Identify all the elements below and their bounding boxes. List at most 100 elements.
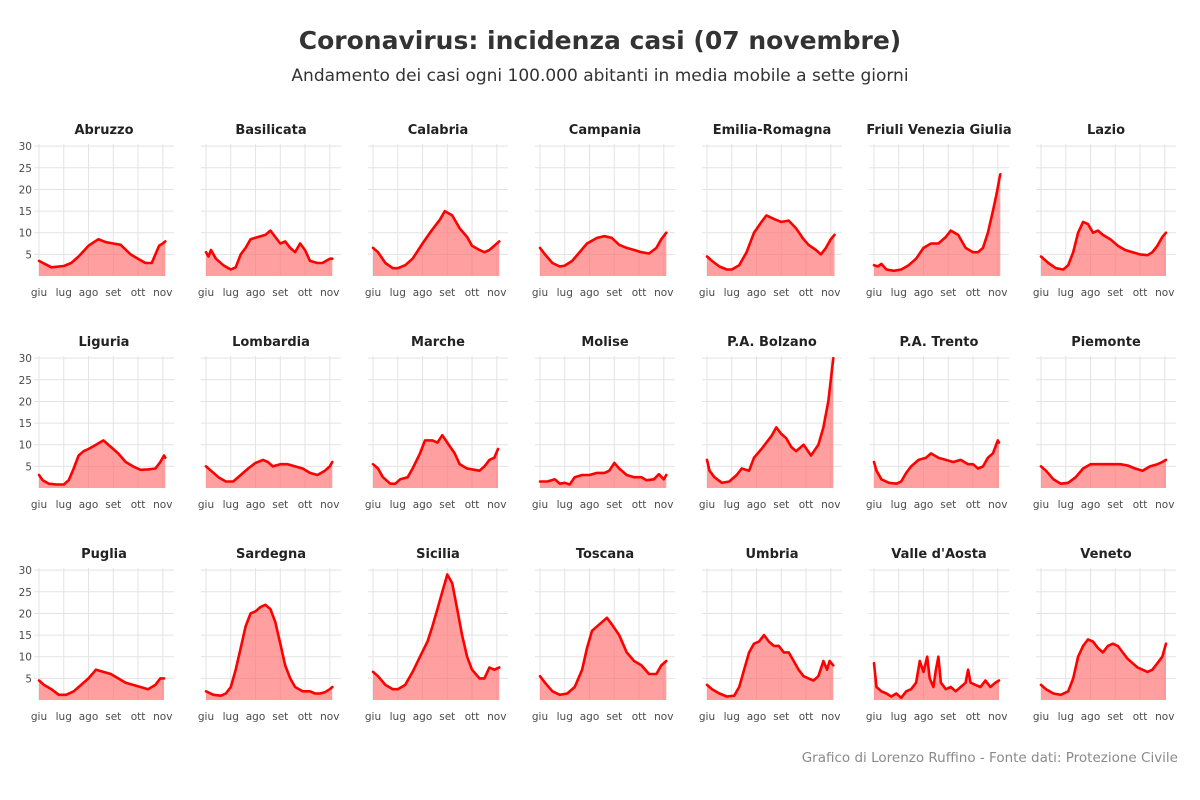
series-line xyxy=(204,458,334,483)
x-tick-label: nov xyxy=(153,287,172,299)
x-tick-label: ott xyxy=(799,711,814,723)
x-tick-label: lug xyxy=(390,287,406,299)
series-line xyxy=(538,461,668,486)
x-tick-label: giu xyxy=(198,711,214,723)
series-area xyxy=(206,230,333,276)
x-tick-label: set xyxy=(272,287,288,299)
y-tick-label: 20 xyxy=(19,184,32,196)
x-tick-label: ago xyxy=(747,499,767,511)
x-tick-label: lug xyxy=(56,499,72,511)
x-tick-label: ott xyxy=(632,287,647,299)
x-tick-label: giu xyxy=(1033,287,1049,299)
panel-title: Campania xyxy=(569,123,641,138)
y-tick-label: 30 xyxy=(19,353,32,365)
panel-p-a-bolzano: P.A. Bolzano giu lug ago set ott nov xyxy=(699,335,842,511)
series-area xyxy=(39,239,166,276)
panel-title: Sicilia xyxy=(416,547,460,562)
x-tick-label: ott xyxy=(298,499,313,511)
series-line xyxy=(37,237,167,269)
x-tick-label: nov xyxy=(1155,499,1174,511)
panel-piemonte: Piemonte giu lug ago set ott nov xyxy=(1033,335,1176,511)
panel-title: Valle d'Aosta xyxy=(891,547,986,562)
x-tick-label: ago xyxy=(580,287,600,299)
series-line xyxy=(705,214,836,271)
x-tick-label: ott xyxy=(966,499,981,511)
x-tick-label: giu xyxy=(365,499,381,511)
x-tick-label: giu xyxy=(699,499,715,511)
y-tick-label: 10 xyxy=(19,440,32,452)
x-tick-label: set xyxy=(1107,711,1123,723)
x-tick-label: set xyxy=(606,711,622,723)
x-tick-label: ott xyxy=(1133,287,1148,299)
series-line xyxy=(204,229,334,271)
x-tick-label: giu xyxy=(198,287,214,299)
x-tick-label: lug xyxy=(56,711,72,723)
panel-emilia-romagna: Emilia-Romagna giu lug ago set ott nov xyxy=(699,123,842,299)
x-tick-label: ago xyxy=(79,287,99,299)
x-tick-label: lug xyxy=(891,499,907,511)
x-tick-label: set xyxy=(439,711,455,723)
x-tick-label: ago xyxy=(747,711,767,723)
y-tick-label: 5 xyxy=(25,461,32,473)
panel-title: Calabria xyxy=(408,123,469,138)
panel-p-a-trento: P.A. Trento giu lug ago set ott nov xyxy=(866,335,1009,511)
x-tick-label: giu xyxy=(532,711,548,723)
x-tick-label: lug xyxy=(223,287,239,299)
x-tick-label: giu xyxy=(866,711,882,723)
series-line xyxy=(872,439,1001,486)
panel-toscana: Toscana giu lug ago set ott nov xyxy=(532,547,675,723)
x-tick-label: ott xyxy=(465,287,480,299)
series-line xyxy=(1039,638,1168,697)
x-tick-label: set xyxy=(105,287,121,299)
y-tick-label: 20 xyxy=(19,396,32,408)
x-tick-label: lug xyxy=(390,499,406,511)
series-line xyxy=(37,439,167,486)
x-tick-label: nov xyxy=(153,711,172,723)
x-tick-label: lug xyxy=(557,711,573,723)
series-line xyxy=(37,668,166,697)
x-tick-label: ott xyxy=(465,499,480,511)
series-line xyxy=(371,433,500,486)
x-tick-label: nov xyxy=(988,499,1007,511)
x-tick-label: set xyxy=(1107,499,1123,511)
x-tick-label: nov xyxy=(320,499,339,511)
x-tick-label: set xyxy=(606,287,622,299)
series-area xyxy=(1041,639,1166,700)
panel-title: Lazio xyxy=(1087,123,1125,138)
panel-sardegna: Sardegna giu lug ago set ott nov xyxy=(198,547,341,723)
series-line xyxy=(538,616,668,697)
x-tick-label: set xyxy=(1107,287,1123,299)
x-tick-label: ago xyxy=(246,287,266,299)
y-tick-label: 5 xyxy=(25,673,32,685)
panel-title: Molise xyxy=(581,335,629,350)
x-tick-label: set xyxy=(940,287,956,299)
series-line xyxy=(204,603,334,698)
panel-sicilia: Sicilia giu lug ago set ott nov xyxy=(365,547,508,723)
series-area xyxy=(206,459,333,488)
x-tick-label: giu xyxy=(1033,711,1049,723)
x-tick-label: ott xyxy=(966,287,981,299)
panel-liguria: Liguria giu lug ago set ott nov 5 10 15 20 25 30 xyxy=(19,335,174,511)
x-tick-label: giu xyxy=(31,711,47,723)
x-tick-label: ago xyxy=(580,711,600,723)
x-tick-label: giu xyxy=(365,711,381,723)
y-tick-label: 5 xyxy=(25,249,32,261)
series-area xyxy=(373,574,500,700)
panel-abruzzo: Abruzzo giu lug ago set ott nov 5 10 15 20 25 30 xyxy=(19,123,174,299)
chart-subtitle: Andamento dei casi ogni 100.000 abitanti… xyxy=(291,66,909,86)
panel-title: Toscana xyxy=(576,547,634,562)
series-line xyxy=(371,209,501,270)
series-area xyxy=(39,669,164,700)
series-area xyxy=(707,635,834,700)
x-tick-label: lug xyxy=(1058,287,1074,299)
x-tick-label: ago xyxy=(413,499,433,511)
panel-title: Piemonte xyxy=(1071,335,1141,350)
x-tick-label: lug xyxy=(891,287,907,299)
x-tick-label: nov xyxy=(320,711,339,723)
x-tick-label: lug xyxy=(1058,711,1074,723)
panel-friuli-venezia-giulia: Friuli Venezia Giulia giu lug ago set ott nov xyxy=(866,123,1012,299)
x-tick-label: ago xyxy=(79,499,99,511)
x-tick-label: lug xyxy=(1058,499,1074,511)
series-line xyxy=(538,231,668,268)
